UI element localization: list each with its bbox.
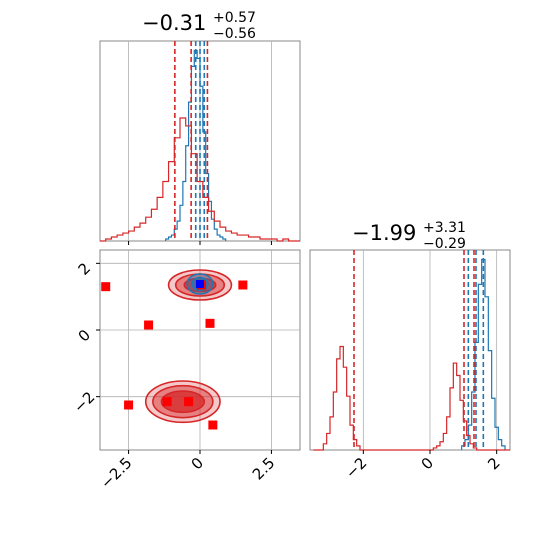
- red-marker: [101, 282, 111, 292]
- x-tick-label: −2: [342, 454, 370, 482]
- y-tick-label: 0: [75, 326, 94, 345]
- panel-joint: −2.5 0 2.5 −2 0 2: [70, 249, 301, 492]
- y-tick-label: −2: [70, 388, 98, 416]
- panel-marginal-x1: −0.31 +0.57 −0.56: [99, 10, 301, 245]
- title-sup: +0.57: [213, 10, 256, 26]
- title-main: −1.99: [352, 221, 416, 245]
- panel-marginal-x2: −2 0 2 −1.99 +3.31 −0.29: [309, 220, 511, 482]
- y-tick-label: 2: [75, 259, 94, 278]
- panel-marginal-x1-title: −0.31: [142, 11, 206, 35]
- panel-marginal-x2-title: −1.99: [352, 221, 416, 245]
- x-tick-label: 2: [484, 454, 503, 473]
- red-marker: [238, 280, 248, 290]
- density-contour: [160, 390, 206, 414]
- x-tick-label: −2.5: [97, 454, 135, 492]
- x-tick-label: 0: [188, 454, 207, 473]
- red-marker: [205, 318, 215, 328]
- histogram-series: [313, 345, 510, 451]
- red-marker: [208, 420, 218, 430]
- red-marker: [144, 320, 154, 330]
- title-sup: +3.31: [423, 220, 466, 236]
- x-tick-label: 0: [418, 454, 437, 473]
- red-marker: [162, 397, 172, 407]
- red-marker: [184, 397, 194, 407]
- title-sub: −0.56: [213, 26, 256, 42]
- title-sub: −0.29: [423, 236, 466, 252]
- x-tick-label: 2.5: [249, 454, 279, 484]
- blue-marker: [196, 280, 204, 288]
- red-marker: [124, 400, 134, 410]
- title-main: −0.31: [142, 11, 206, 35]
